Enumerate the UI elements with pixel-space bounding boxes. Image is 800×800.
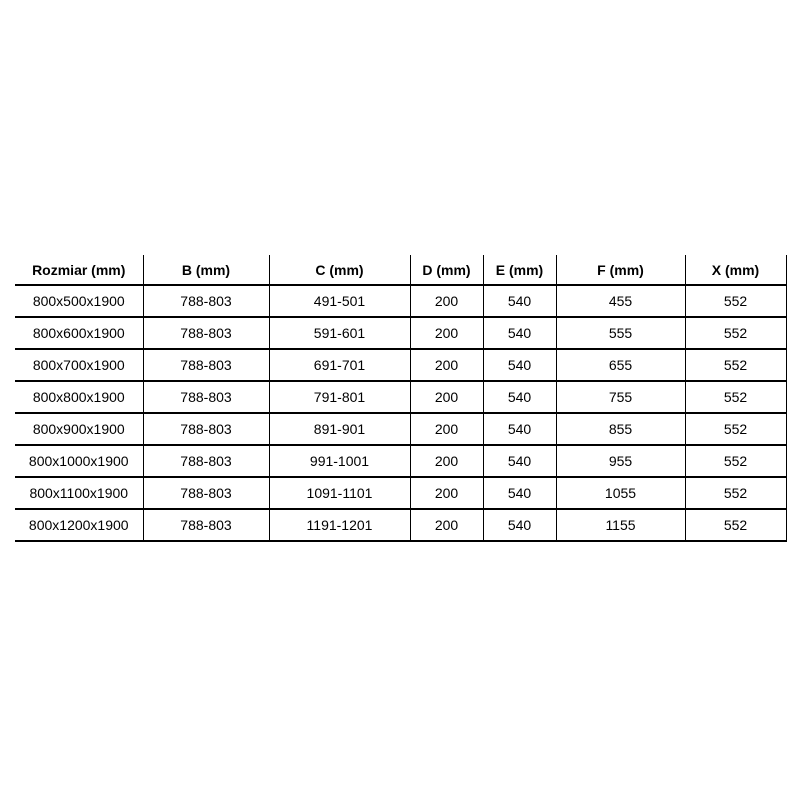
table-cell-rozmiar: 800x1100x1900 [15, 477, 144, 510]
table-row: 800x1100x1900 788-803 1091-1101 200 540 … [15, 477, 787, 510]
table-row: 800x1200x1900 788-803 1191-1201 200 540 … [15, 509, 787, 542]
table-cell-rozmiar: 800x800x1900 [15, 381, 144, 414]
table-row: 800x700x1900 788-803 691-701 200 540 655… [15, 349, 787, 382]
table-row: 800x500x1900 788-803 491-501 200 540 455… [15, 285, 787, 318]
table-cell-d: 200 [410, 413, 484, 446]
table-cell-e: 540 [483, 477, 557, 510]
table-cell-b: 788-803 [143, 317, 270, 350]
table-cell-f: 1155 [556, 509, 686, 542]
dimensions-table: Rozmiar (mm) B (mm) C (mm) D (mm) E (mm)… [15, 255, 787, 542]
table-cell-x: 552 [685, 349, 787, 382]
table-cell-c: 991-1001 [269, 445, 411, 478]
table-cell-f: 755 [556, 381, 686, 414]
table-cell-rozmiar: 800x900x1900 [15, 413, 144, 446]
table-cell-f: 455 [556, 285, 686, 318]
column-header-x: X (mm) [685, 255, 787, 286]
table-cell-c: 791-801 [269, 381, 411, 414]
column-header-c: C (mm) [269, 255, 411, 286]
table-cell-f: 855 [556, 413, 686, 446]
table-cell-d: 200 [410, 477, 484, 510]
table-row: 800x1000x1900 788-803 991-1001 200 540 9… [15, 445, 787, 478]
table-cell-b: 788-803 [143, 381, 270, 414]
table-cell-b: 788-803 [143, 285, 270, 318]
table-cell-e: 540 [483, 285, 557, 318]
column-header-b: B (mm) [143, 255, 270, 286]
table-cell-rozmiar: 800x1200x1900 [15, 509, 144, 542]
table-cell-c: 691-701 [269, 349, 411, 382]
table-cell-rozmiar: 800x500x1900 [15, 285, 144, 318]
table-cell-e: 540 [483, 349, 557, 382]
table-cell-rozmiar: 800x600x1900 [15, 317, 144, 350]
table-cell-b: 788-803 [143, 413, 270, 446]
table-cell-f: 655 [556, 349, 686, 382]
table-cell-f: 955 [556, 445, 686, 478]
table-row: 800x800x1900 788-803 791-801 200 540 755… [15, 381, 787, 414]
table-cell-x: 552 [685, 285, 787, 318]
table-cell-d: 200 [410, 349, 484, 382]
table-cell-d: 200 [410, 317, 484, 350]
table-cell-x: 552 [685, 317, 787, 350]
table-cell-d: 200 [410, 509, 484, 542]
table-cell-c: 1091-1101 [269, 477, 411, 510]
table-cell-f: 555 [556, 317, 686, 350]
table-cell-d: 200 [410, 381, 484, 414]
table-cell-f: 1055 [556, 477, 686, 510]
header-row: Rozmiar (mm) B (mm) C (mm) D (mm) E (mm)… [15, 255, 787, 286]
table-cell-e: 540 [483, 381, 557, 414]
table-cell-x: 552 [685, 509, 787, 542]
table-cell-x: 552 [685, 381, 787, 414]
table-cell-c: 491-501 [269, 285, 411, 318]
column-header-f: F (mm) [556, 255, 686, 286]
table-cell-x: 552 [685, 445, 787, 478]
column-header-d: D (mm) [410, 255, 484, 286]
table-cell-d: 200 [410, 445, 484, 478]
table-cell-b: 788-803 [143, 509, 270, 542]
table-cell-b: 788-803 [143, 349, 270, 382]
table-cell-c: 1191-1201 [269, 509, 411, 542]
table-cell-x: 552 [685, 477, 787, 510]
table-cell-e: 540 [483, 445, 557, 478]
column-header-rozmiar: Rozmiar (mm) [15, 255, 144, 286]
table-cell-b: 788-803 [143, 477, 270, 510]
table-row: 800x900x1900 788-803 891-901 200 540 855… [15, 413, 787, 446]
table-cell-d: 200 [410, 285, 484, 318]
table-cell-e: 540 [483, 509, 557, 542]
column-header-e: E (mm) [483, 255, 557, 286]
table-cell-b: 788-803 [143, 445, 270, 478]
table-cell-c: 891-901 [269, 413, 411, 446]
table-cell-e: 540 [483, 317, 557, 350]
table-cell-x: 552 [685, 413, 787, 446]
table-cell-e: 540 [483, 413, 557, 446]
table-row: 800x600x1900 788-803 591-601 200 540 555… [15, 317, 787, 350]
table-cell-rozmiar: 800x1000x1900 [15, 445, 144, 478]
table-cell-c: 591-601 [269, 317, 411, 350]
table-cell-rozmiar: 800x700x1900 [15, 349, 144, 382]
